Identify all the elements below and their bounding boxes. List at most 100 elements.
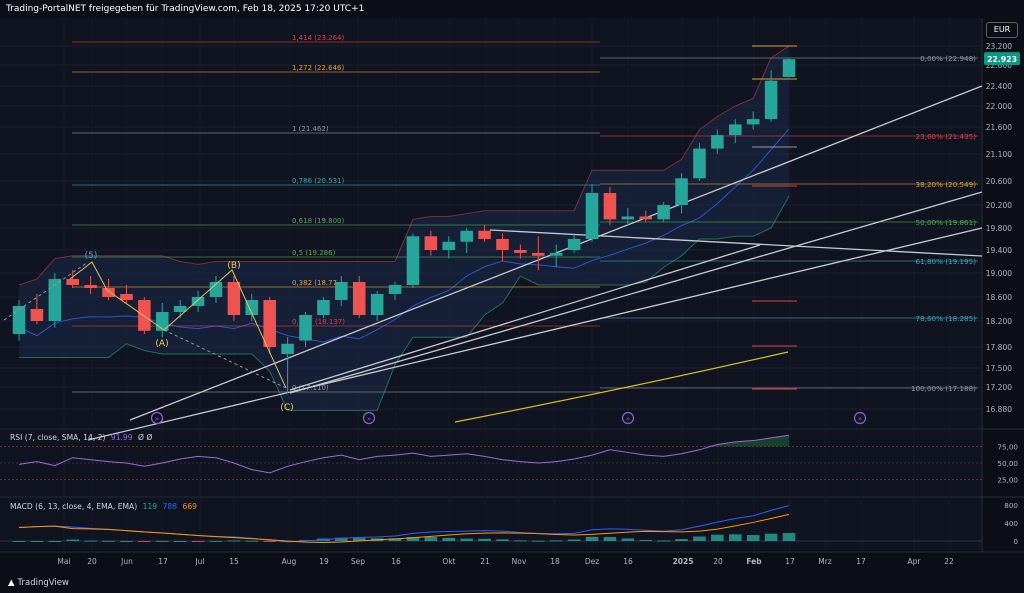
time-tick-label: Mai <box>57 557 70 566</box>
event-marker-ring <box>362 411 376 425</box>
macd-histogram-bar <box>388 538 402 541</box>
rsi-legend[interactable]: RSI (7, close, SMA, 14, 2) 91.99 Ø Ø <box>10 433 152 442</box>
candle-body[interactable] <box>352 282 366 315</box>
candle-body[interactable] <box>675 178 688 205</box>
event-marker-icon[interactable]: » <box>362 411 376 425</box>
tradingview-logo[interactable]: ▲ TradingView <box>8 578 69 588</box>
event-marker-icon[interactable]: » <box>150 411 164 425</box>
candle-body[interactable] <box>496 239 509 250</box>
candle-body[interactable] <box>48 279 62 321</box>
macd-histogram-bar <box>567 539 581 541</box>
candle-body[interactable] <box>370 294 384 315</box>
macd-histogram-bar <box>496 539 509 541</box>
bb-row[interactable]: BB (20, SMA, close, 2) 20.441 22.639 18.244 <box>10 72 320 82</box>
wave-label-c: (C) <box>280 403 293 413</box>
bb-upper: 22.639 <box>126 72 154 82</box>
candle-body[interactable] <box>460 230 473 242</box>
candle-body[interactable] <box>155 312 169 331</box>
candle-body[interactable] <box>299 315 312 341</box>
sma200-label: SMA (200, close) <box>10 40 74 50</box>
time-tick-label: 16 <box>623 557 633 566</box>
candle-body[interactable] <box>227 282 241 315</box>
sma100-row[interactable]: SMA (100, close) 17.743 <box>10 30 320 40</box>
event-marker-icon[interactable]: » <box>621 411 635 425</box>
candles[interactable] <box>12 57 796 394</box>
candle-body[interactable] <box>693 148 706 179</box>
candle-body[interactable] <box>567 239 581 250</box>
price-tick-label: 21.100 <box>986 150 1012 159</box>
candle-body[interactable] <box>424 236 438 250</box>
candle-body[interactable] <box>12 306 26 334</box>
candle-body[interactable] <box>764 80 778 120</box>
tradingview-wordmark: TradingView <box>17 578 69 588</box>
sma50-row[interactable]: SMA (50, close) 19.288 <box>10 82 320 92</box>
candle-body[interactable] <box>514 250 527 253</box>
macd-histogram-bar <box>532 540 545 542</box>
time-axis[interactable]: Mai 20 Jun 17 Jul 15 Aug 19 Sep 16 Okt 21 Nov 18 Dez 16… <box>57 557 954 566</box>
candle-body[interactable] <box>782 59 796 77</box>
candle-body[interactable] <box>388 285 402 294</box>
trendline[interactable] <box>129 85 983 421</box>
candle-body[interactable] <box>603 193 617 220</box>
candle-body[interactable] <box>209 282 223 297</box>
macd-histogram-bar <box>263 541 276 542</box>
candle-body[interactable] <box>245 300 259 315</box>
elliott-wave[interactable]: (5) (B) (A) (C) » » » » <box>3 251 867 425</box>
wave-label-b: (B) <box>227 261 240 271</box>
macd-legend[interactable]: MACD (6, 13, close, 4, EMA, EMA) 119 788… <box>10 502 197 511</box>
candle-body[interactable] <box>84 285 97 288</box>
pivots-monthly-row[interactable]: Pivots (Traditional, Monthly, 1, Left, 1… <box>10 51 155 61</box>
price-axis[interactable]: 23.200 22.800 22.400 22.000 21.600 21.100 20.6… <box>984 42 1020 414</box>
sma200-row[interactable]: SMA (200, close) 16.196 <box>10 41 320 51</box>
macd-histogram-bar <box>514 540 527 542</box>
event-marker-glyph: » <box>858 415 862 423</box>
fib-left-label: 0 (17.110) <box>292 384 329 392</box>
pivots-weekly-row[interactable]: Pivots (Traditional, Weekly, 1, Left, 1) <box>10 61 152 71</box>
macd-histogram-bar <box>317 538 330 541</box>
sma100-line <box>454 351 789 423</box>
candle-body[interactable] <box>317 300 330 315</box>
candle-body[interactable] <box>549 252 563 256</box>
price-tick-label: 17.500 <box>986 364 1012 373</box>
macd-histogram-bar <box>460 538 473 541</box>
sma100-label: SMA (100, close) <box>10 30 74 40</box>
candle-body[interactable] <box>711 135 724 149</box>
candle-body[interactable] <box>30 309 44 321</box>
trendline[interactable] <box>489 229 983 257</box>
candle-body[interactable] <box>442 241 456 250</box>
candle-body[interactable] <box>66 279 79 285</box>
macd-histogram-bar <box>102 540 115 542</box>
wave-guide-dashed <box>3 261 89 321</box>
candle-body[interactable] <box>335 282 348 300</box>
candle-body[interactable] <box>621 216 635 220</box>
candle-body[interactable] <box>191 297 205 306</box>
candle-body[interactable] <box>585 193 599 239</box>
event-marker-icon[interactable]: » <box>853 411 867 425</box>
macd-histogram-bar <box>48 541 62 542</box>
macd-axis-label: 400 <box>1004 519 1018 528</box>
currency-button[interactable]: EUR <box>986 22 1018 38</box>
trendlines[interactable] <box>87 85 983 441</box>
macd-histogram-bar <box>424 537 438 541</box>
candle-body[interactable] <box>532 252 545 256</box>
macd-histogram-bar <box>621 538 635 541</box>
candle-body[interactable] <box>173 306 187 312</box>
candle-body[interactable] <box>120 294 133 300</box>
candle-body[interactable] <box>406 236 420 285</box>
candle-body[interactable] <box>478 230 491 239</box>
candle-body[interactable] <box>102 288 115 297</box>
candle-body[interactable] <box>729 124 742 136</box>
candle-body[interactable] <box>657 205 670 220</box>
price-tick-label: 16.880 <box>986 405 1012 414</box>
candle-body[interactable] <box>746 119 760 125</box>
trendline[interactable] <box>289 191 983 394</box>
trendline[interactable] <box>289 244 761 391</box>
candle-body[interactable] <box>263 300 276 347</box>
candle-body[interactable] <box>138 300 151 331</box>
fib-right-label: 50,00% (19.861) <box>916 218 977 227</box>
candle-body[interactable] <box>639 216 653 220</box>
candle-body[interactable] <box>281 343 294 354</box>
macd-histogram-bar <box>782 533 796 541</box>
symbol-row[interactable]: DAX Futures, 1W, EUREX O22.572 H22.948 L… <box>10 20 320 30</box>
trendline[interactable] <box>87 227 983 441</box>
